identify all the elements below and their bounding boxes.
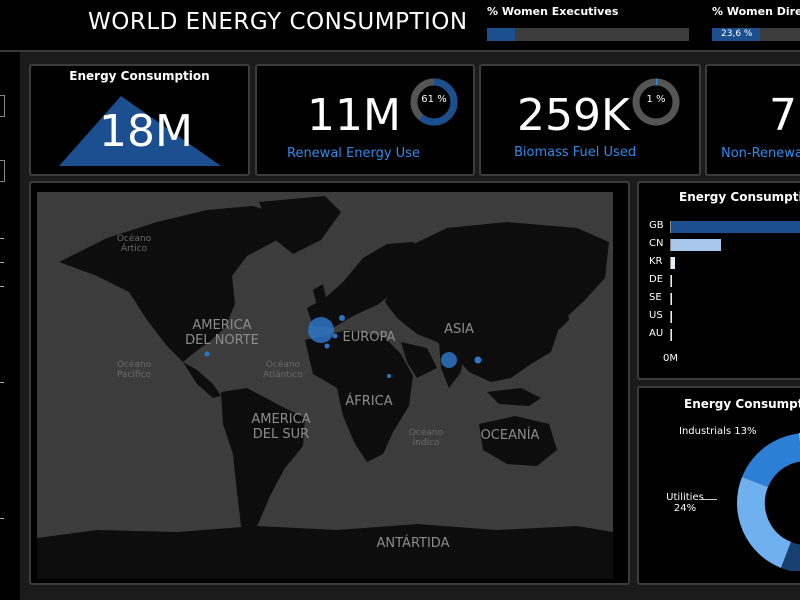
bubble-se[interactable] (339, 315, 345, 321)
bar-axis-tick (670, 329, 671, 341)
ocean-label-pacific: Océano Pacífico (116, 360, 152, 380)
donut-label-industrials-pct: 13% (734, 426, 757, 437)
header-divider (0, 50, 800, 52)
bar-axis-tick (670, 221, 671, 233)
continent-label-antarctica: ANTÁRTIDA (376, 536, 450, 551)
ocean-label-indian: Océano Índico (408, 428, 444, 448)
renewal-donut (410, 78, 458, 126)
kpi-women-directors-bar: 23,6 % (712, 28, 800, 41)
card-nonrenewal-value: 7M (769, 90, 800, 141)
continent-label-africa: ÁFRICA (345, 394, 393, 409)
donut-slice-utilities[interactable] (736, 477, 791, 568)
renewal-donut-text: 61 % (421, 94, 447, 105)
card-biomass-label: Biomass Fuel Used (514, 145, 637, 160)
bar-us[interactable] (671, 311, 672, 323)
card-nonrenewal-label: Non-Renewal (721, 146, 800, 161)
bubble-gb[interactable] (308, 317, 334, 343)
slicer-box-1[interactable] (0, 95, 5, 117)
bar-label-de: DE (649, 274, 664, 285)
bar-chart-title: Energy Consumption (679, 190, 800, 204)
world-map-land (37, 196, 613, 579)
ocean-label-atlantic: Océano Atlántico (263, 360, 303, 380)
continent-label-europe: EUROPA (342, 330, 396, 345)
kpi-women-directors-value: 23,6 % (721, 29, 753, 39)
bar-chart-axis-label: 0M (663, 353, 678, 364)
bar-label-gb: GB (649, 220, 664, 231)
slicer-item-2[interactable] (0, 262, 4, 263)
card-renewal-value: 11M (307, 90, 401, 141)
bar-label-kr: KR (649, 256, 663, 267)
card-renewal-label: Renewal Energy Use (287, 146, 420, 161)
map-bubbles (204, 315, 482, 378)
card-renewal-energy[interactable]: 11M Renewal Energy Use 61 % (255, 64, 475, 176)
donut-chart-title: Energy Consumption (684, 397, 800, 411)
card-nonrenewal[interactable]: 7M Non-Renewal (705, 64, 800, 176)
donut-chart-card[interactable]: Energy Consumption Industrials 13% Utili… (637, 386, 800, 585)
donut-chart[interactable] (717, 431, 800, 571)
slicer-item-1[interactable] (0, 238, 4, 239)
continent-label-north-america: AMERICA DEL NORTE (185, 318, 259, 348)
ocean-label-arctic: Océano Ártico (116, 234, 152, 254)
bubble-kr[interactable] (474, 356, 482, 364)
bar-de[interactable] (671, 275, 672, 287)
biomass-donut-text: 1 % (646, 94, 666, 105)
kpi-women-executives-bar (487, 28, 689, 41)
bar-au[interactable] (671, 329, 672, 341)
biomass-donut (632, 78, 680, 126)
bar-axis-tick (670, 293, 671, 305)
continent-label-oceania: OCEANÍA (480, 428, 540, 443)
bar-axis-tick (670, 239, 671, 251)
slicer-item-4[interactable] (0, 382, 4, 383)
kpi-women-executives-fill (487, 28, 515, 41)
donut-label-industrials: Industrials 13% (679, 426, 757, 437)
bar-label-cn: CN (649, 238, 664, 249)
donut-label-utilities-name: Utilities (666, 492, 704, 503)
bar-se[interactable] (671, 293, 672, 305)
bubble-fr[interactable] (324, 343, 330, 349)
bar-axis-tick (670, 257, 671, 269)
kpi-women-directors-fill (712, 28, 760, 41)
donut-slice-remaining[interactable] (781, 542, 800, 571)
card-biomass-value: 259K (517, 90, 630, 141)
header-bar (0, 0, 800, 50)
donut-label-utilities-pct: 24% (673, 503, 697, 514)
world-map[interactable]: Océano Ártico Océano Pacífico Océano Atl… (37, 192, 613, 579)
bubble-de[interactable] (332, 333, 338, 339)
filter-sidebar (0, 52, 20, 600)
slicer-box-2[interactable] (0, 160, 5, 182)
slicer-item-5[interactable] (0, 518, 4, 519)
bar-axis-tick (670, 275, 671, 287)
card-consumption-value: 18M (99, 106, 193, 157)
bar-label-se: SE (649, 292, 662, 303)
donut-label-utilities: Utilities 24% (661, 492, 709, 514)
triangle-icon (59, 96, 221, 166)
bar-cn[interactable] (671, 239, 721, 251)
continent-label-asia: ASIA (444, 322, 474, 337)
bar-chart-card[interactable]: Energy Consumption GB CN KR DE SE US AU 0M (637, 181, 800, 380)
page-title: WORLD ENERGY CONSUMPTION (88, 9, 468, 35)
continent-label-south-america: AMERICA DEL SUR (251, 412, 311, 442)
bar-chart-plot: GB CN KR DE SE US AU (639, 219, 800, 349)
bar-axis-tick (670, 311, 671, 323)
bubble-cn[interactable] (441, 352, 457, 368)
donut-slice-industrials[interactable] (742, 433, 800, 487)
donut-label-industrials-name: Industrials (679, 426, 732, 437)
bar-gb[interactable] (671, 221, 800, 233)
kpi-women-executives-label: % Women Executives (487, 5, 619, 18)
donut-label-utilities-leader (703, 499, 717, 500)
bar-label-au: AU (649, 328, 664, 339)
bubble-us[interactable] (204, 351, 210, 357)
card-energy-consumption[interactable]: Energy Consumption 18M (29, 64, 250, 176)
bar-label-us: US (649, 310, 663, 321)
bar-kr[interactable] (671, 257, 675, 269)
bubble-in[interactable] (387, 374, 391, 378)
card-consumption-title: Energy Consumption (69, 69, 210, 83)
card-biomass-fuel[interactable]: 259K Biomass Fuel Used 1 % (479, 64, 701, 176)
slicer-item-3[interactable] (0, 286, 4, 287)
kpi-women-directors-label: % Women Directors (712, 5, 800, 18)
